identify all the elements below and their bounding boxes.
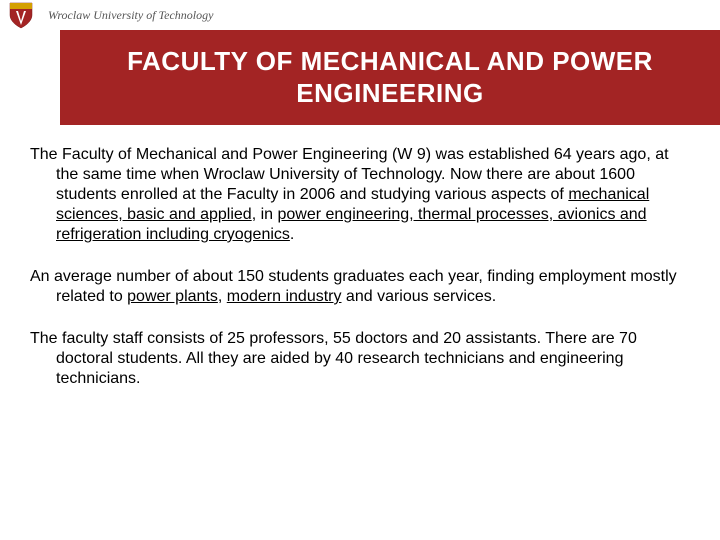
- p1-mid1: , in: [252, 206, 278, 223]
- header-band: Wroclaw University of Technology: [0, 0, 720, 30]
- university-logo: [0, 0, 42, 30]
- p2-underline-1: power plants: [127, 288, 218, 305]
- p2-underline-2: modern industry: [227, 288, 342, 305]
- p2-mid: ,: [218, 288, 227, 305]
- university-name: Wroclaw University of Technology: [48, 8, 213, 23]
- body-content: The Faculty of Mechanical and Power Engi…: [30, 145, 695, 411]
- p2-end: and various services.: [341, 288, 496, 305]
- p3-text: The faculty staff consists of 25 profess…: [30, 329, 695, 389]
- paragraph-1: The Faculty of Mechanical and Power Engi…: [30, 145, 695, 245]
- paragraph-2: An average number of about 150 students …: [30, 267, 695, 307]
- title-block: FACULTY OF MECHANICAL AND POWER ENGINEER…: [60, 30, 720, 125]
- paragraph-3: The faculty staff consists of 25 profess…: [30, 329, 695, 389]
- shield-icon: [8, 1, 34, 29]
- left-white-block: [0, 30, 60, 125]
- p1-end: .: [290, 226, 294, 243]
- page-title: FACULTY OF MECHANICAL AND POWER ENGINEER…: [90, 46, 690, 108]
